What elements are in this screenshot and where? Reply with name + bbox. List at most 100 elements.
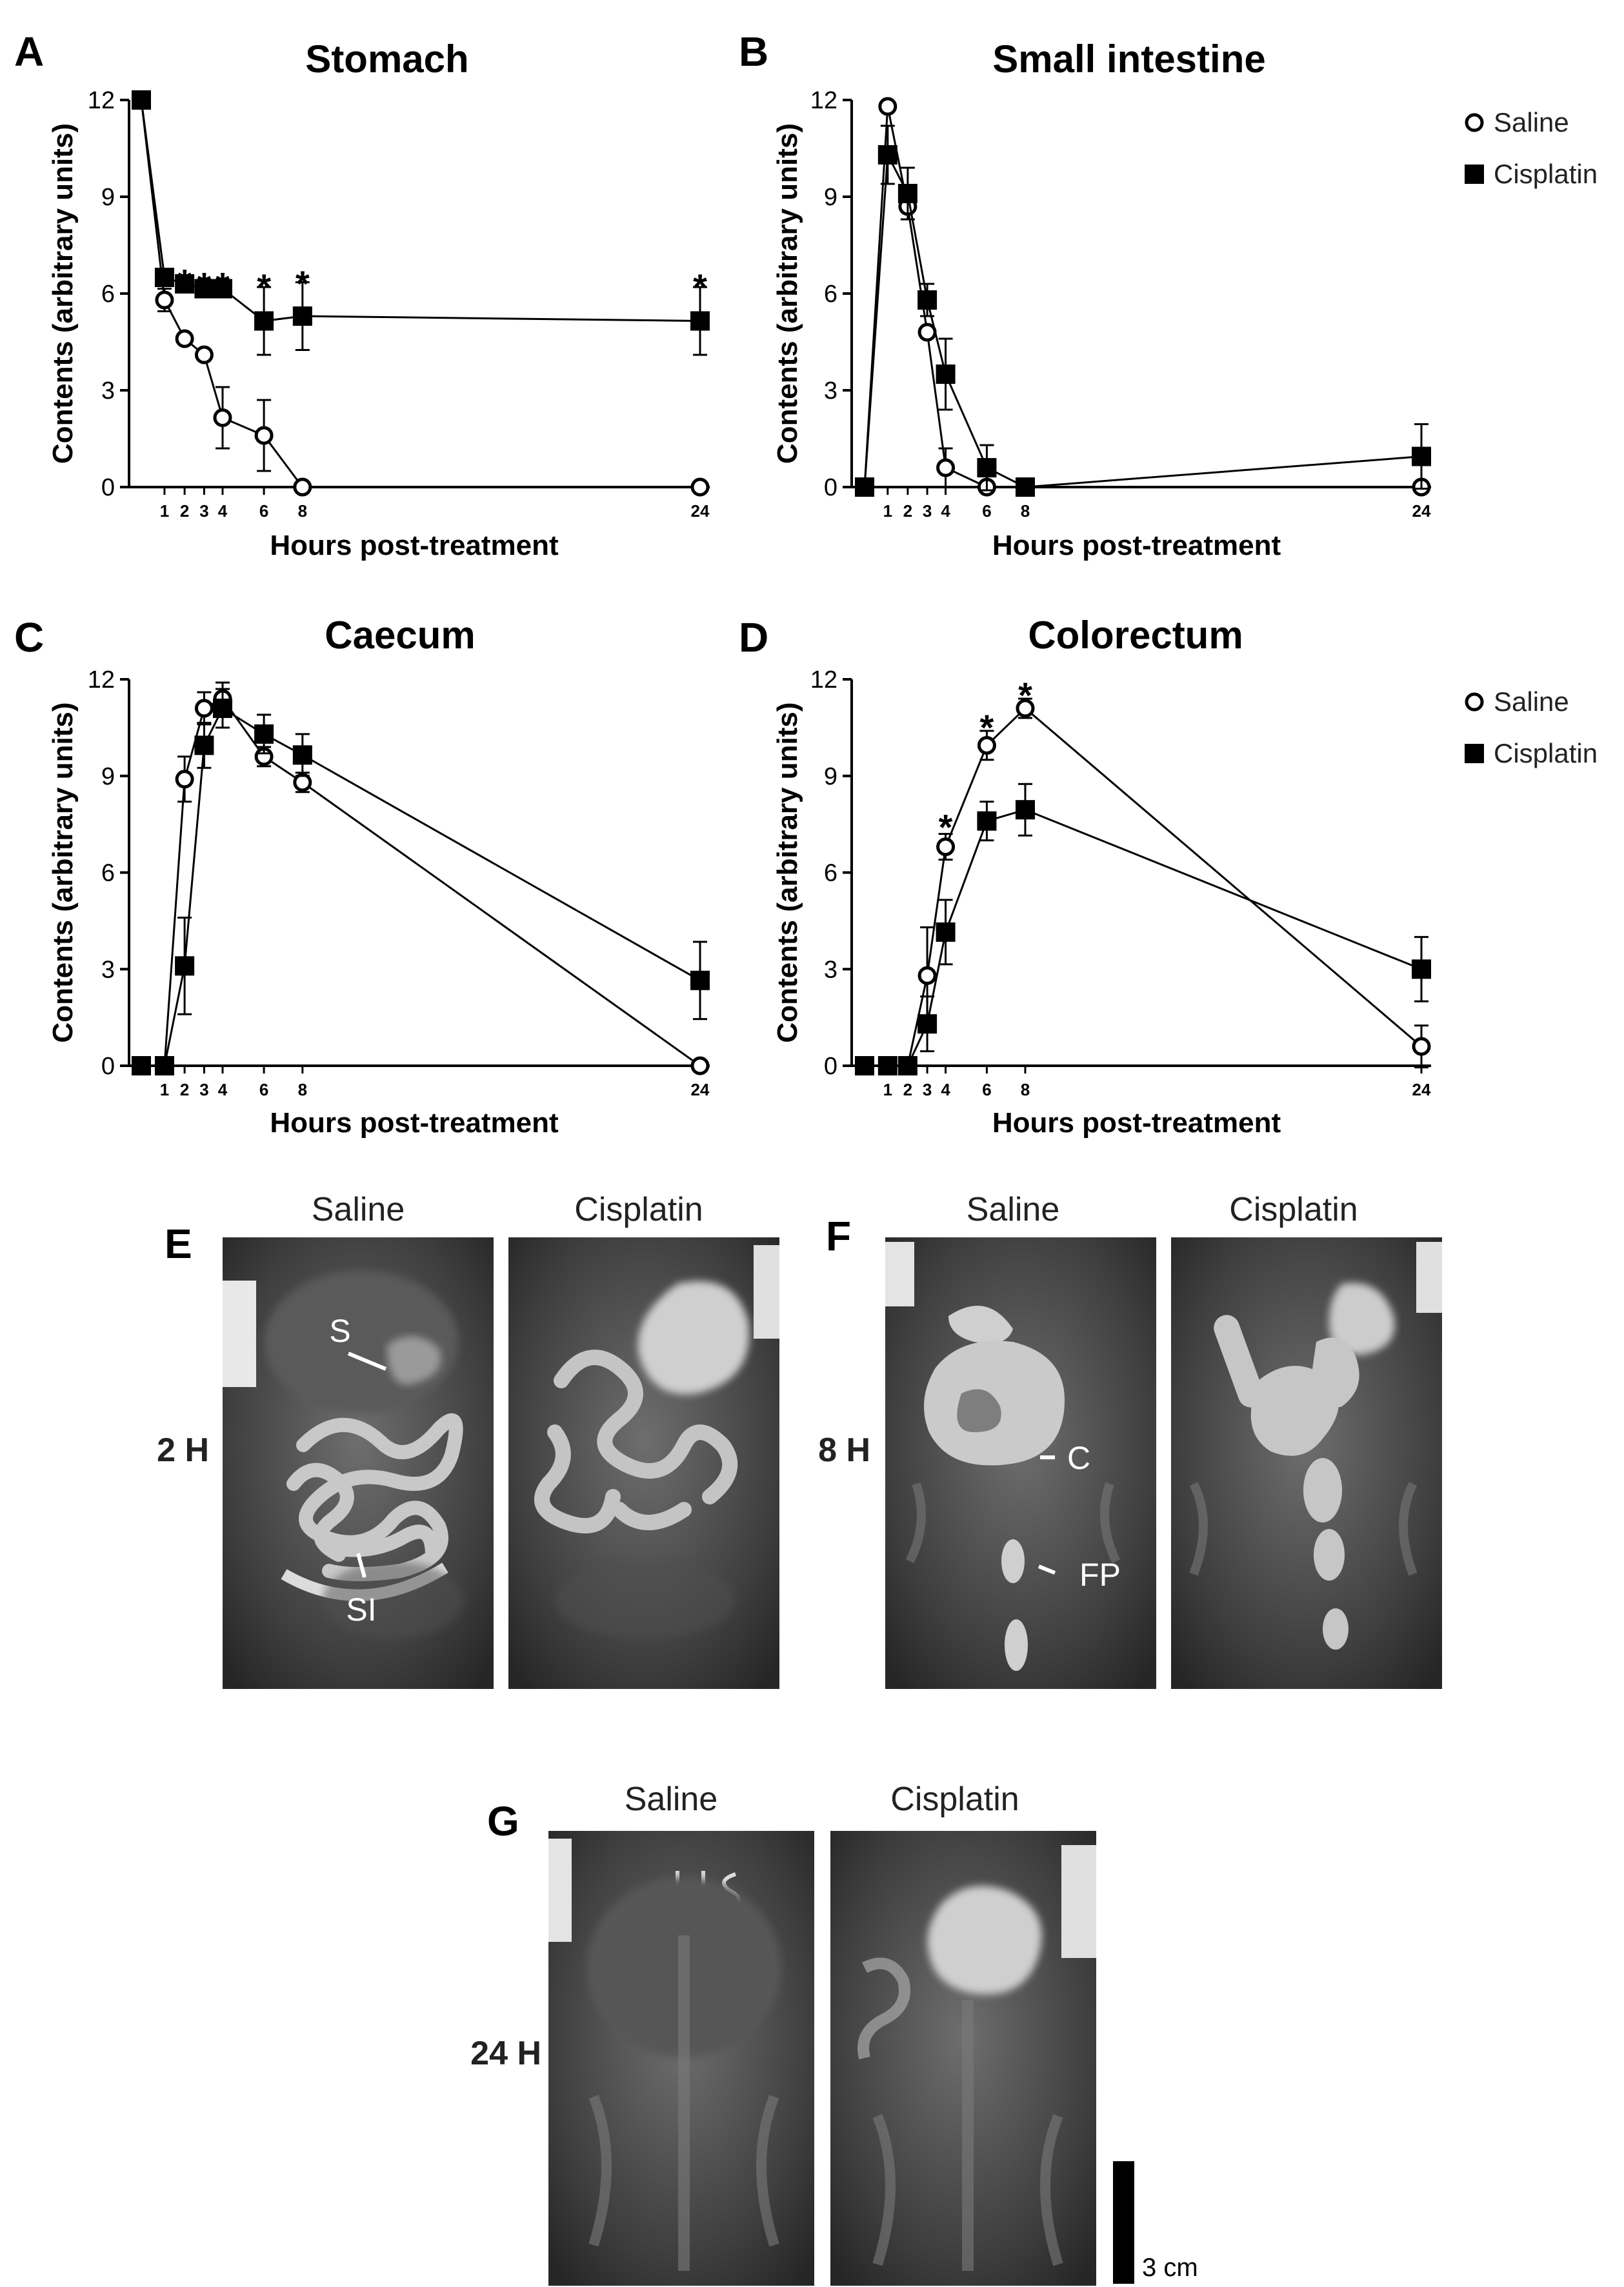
x-tick-label: 8 <box>298 501 307 521</box>
y-tick-label: 9 <box>824 184 837 211</box>
x-tick-label: 3 <box>199 501 208 521</box>
image-g-saline-label: Saline <box>625 1781 718 1818</box>
x-tick-label: 4 <box>218 1080 228 1099</box>
x-tick-label: 3 <box>923 1080 932 1099</box>
data-point <box>936 365 956 384</box>
data-point <box>897 1056 917 1075</box>
chart-title: Caecum <box>325 614 475 657</box>
data-point <box>254 724 274 744</box>
y-tick-label: 0 <box>824 474 837 501</box>
data-point <box>155 290 174 310</box>
data-point <box>1015 800 1035 820</box>
image-e-saline-label: Saline <box>312 1191 405 1228</box>
x-axis-label: Hours post-treatment <box>992 530 1281 561</box>
x-tick-label: 8 <box>1021 1080 1030 1099</box>
y-tick-label: 3 <box>101 377 115 404</box>
xray-e-saline: S SI <box>223 1237 494 1689</box>
image-f-time-label: 8 H <box>818 1432 870 1469</box>
data-point <box>1015 477 1035 497</box>
data-point <box>254 426 274 445</box>
x-tick-label: 1 <box>160 501 169 521</box>
y-tick-label: 0 <box>824 1053 837 1080</box>
legend: Saline Cisplatin <box>1465 107 1598 189</box>
y-tick-label: 0 <box>101 474 115 501</box>
significance-star: * <box>980 707 994 748</box>
xray-f-cisplatin <box>1171 1237 1442 1689</box>
series-line <box>141 706 701 1067</box>
data-point <box>175 329 194 348</box>
y-tick-label: 0 <box>101 1053 115 1080</box>
series-cisplatin <box>855 783 1431 1075</box>
x-tick-label: 2 <box>180 501 189 521</box>
data-point <box>690 477 710 497</box>
xray-g-cisplatin <box>830 1831 1096 2286</box>
scale-bar <box>1113 2161 1134 2284</box>
image-f-cisplatin-label: Cisplatin <box>1229 1191 1358 1228</box>
x-tick-label: 1 <box>883 1080 892 1099</box>
data-point <box>1016 699 1035 718</box>
data-point <box>977 458 997 477</box>
data-point <box>855 1056 874 1075</box>
image-panel-f: F Saline Cisplatin 8 H C FP <box>818 1191 1442 1689</box>
significance-star: * <box>197 265 212 306</box>
data-point <box>1412 959 1431 979</box>
annotation-si: SI <box>346 1592 376 1628</box>
y-tick-label: 3 <box>824 377 837 404</box>
y-tick-label: 3 <box>824 956 837 983</box>
significance-star: * <box>693 266 707 307</box>
xray-f-saline: C FP <box>885 1237 1156 1689</box>
chart-title: Stomach <box>305 37 468 81</box>
x-axis-label: Hours post-treatment <box>270 530 559 561</box>
data-point <box>213 408 232 427</box>
data-point <box>1412 1037 1431 1056</box>
image-panel-g: G Saline Cisplatin 24 H 3 cm <box>470 1781 1198 2286</box>
x-tick-label: 2 <box>903 501 912 521</box>
panel-letter-b: B <box>739 28 768 75</box>
y-tick-label: 6 <box>101 281 115 308</box>
series-cisplatin <box>132 90 710 356</box>
series-line <box>863 106 1421 488</box>
x-tick-label: 2 <box>903 1080 912 1099</box>
y-axis-label: Contents (arbitrary units) <box>47 702 79 1043</box>
data-point <box>878 97 897 116</box>
data-point <box>254 311 274 331</box>
x-tick-label: 6 <box>259 501 268 521</box>
data-point <box>132 1056 151 1075</box>
annotation-fp: FP <box>1079 1557 1121 1593</box>
data-point <box>175 956 195 976</box>
image-panel-e: E Saline Cisplatin 2 H S SI <box>157 1191 779 1689</box>
significance-star: * <box>257 266 271 307</box>
significance-star: * <box>939 807 953 848</box>
y-axis-label: Contents (arbitrary units) <box>47 123 79 464</box>
data-point <box>292 306 312 326</box>
x-tick-label: 1 <box>160 1080 169 1099</box>
series-saline <box>855 97 1431 497</box>
data-point <box>936 458 956 477</box>
panel-letter-f: F <box>826 1213 851 1259</box>
image-g-cisplatin-label: Cisplatin <box>890 1781 1019 1818</box>
x-tick-label: 6 <box>982 501 991 521</box>
data-point <box>154 268 174 287</box>
image-e-cisplatin-label: Cisplatin <box>574 1191 703 1228</box>
chart-title: Colorectum <box>1028 614 1243 657</box>
significance-star: * <box>216 265 230 306</box>
x-tick-label: 8 <box>1021 501 1030 521</box>
chart-title: Small intestine <box>992 37 1265 81</box>
xray-g-saline <box>548 1831 814 2286</box>
legend-label: Saline <box>1494 686 1569 717</box>
y-tick-label: 6 <box>101 860 115 887</box>
x-tick-label: 3 <box>199 1080 208 1099</box>
data-point <box>194 279 214 299</box>
scale-bar-label: 3 cm <box>1142 2253 1198 2282</box>
series-line <box>865 706 1422 1067</box>
data-point <box>917 290 937 310</box>
data-point <box>292 745 312 765</box>
x-tick-label: 2 <box>180 1080 189 1099</box>
significance-star: * <box>296 263 310 304</box>
y-tick-label: 6 <box>824 281 837 308</box>
x-tick-label: 4 <box>941 501 950 521</box>
